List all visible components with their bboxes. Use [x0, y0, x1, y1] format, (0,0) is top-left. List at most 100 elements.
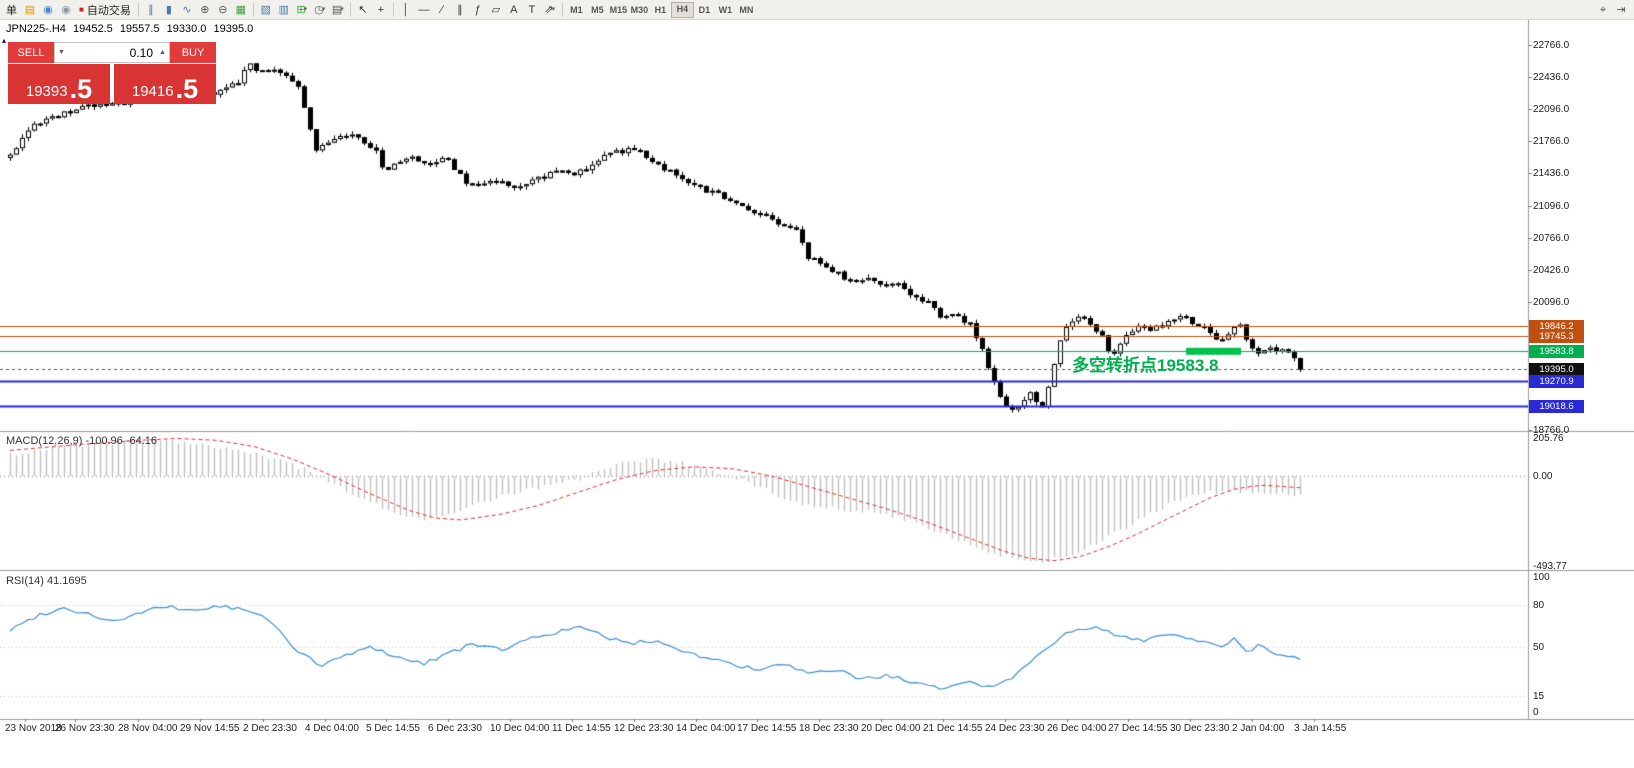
timeframe-button-m5[interactable]: M5 — [591, 4, 604, 15]
time-axis-label: 28 Nov 04:00 — [118, 723, 178, 734]
community-icon[interactable]: ◉ — [61, 3, 71, 16]
period-icon[interactable]: ◷ ▾ — [314, 3, 326, 16]
price-scale-label: 22096.0 — [1533, 104, 1570, 116]
time-axis-label: 2 Jan 04:00 — [1232, 723, 1285, 734]
rsi-scale-label: 50 — [1533, 642, 1545, 653]
templates-icon[interactable]: ▤ ▾ — [331, 3, 344, 16]
chevron-down-icon: ▾ — [551, 5, 556, 13]
timeframe-button-h1[interactable]: H1 — [654, 4, 667, 15]
price-scale-label: 18766.0 — [1533, 425, 1570, 436]
tile-windows-icon[interactable]: ▦ — [235, 3, 247, 16]
time-axis-label: 12 Dec 23:30 — [614, 723, 674, 734]
zoom-out-icon[interactable]: ⊖ — [218, 3, 228, 16]
timeframe-button-mn[interactable]: MN — [739, 4, 754, 15]
sell-button[interactable]: SELL — [8, 42, 54, 63]
time-axis-label: 6 Dec 23:30 — [428, 723, 482, 734]
buy-price-box[interactable]: 19416 .5 — [114, 64, 216, 104]
timeframe-button-m1[interactable]: M1 — [570, 4, 583, 15]
chevron-down-icon: ▾ — [303, 5, 308, 13]
time-axis-label: 29 Nov 14:55 — [180, 723, 240, 734]
autotrading-status-icon: ■ — [79, 5, 84, 14]
chevron-down-icon: ▾ — [321, 5, 326, 13]
price-scale-label: 20766.0 — [1533, 232, 1570, 244]
price-level-tag: 19270.9 — [1529, 375, 1584, 389]
toolbar-separator — [392, 2, 394, 17]
arrange-windows-icon[interactable]: ▧ — [260, 3, 272, 16]
rsi-scale-label: 100 — [1533, 572, 1550, 583]
candlestick-mode-icon[interactable]: ▮ — [165, 3, 172, 16]
macd-scale-label: 0.00 — [1533, 471, 1553, 482]
new-chart-icon[interactable]: ⊞ ▾ — [296, 3, 308, 16]
scroll-to-end-icon[interactable]: ⇥ — [1616, 4, 1626, 16]
turning-point-annotation: 多空转折点19583.8 — [1072, 356, 1219, 375]
time-axis-label: 3 Jan 14:55 — [1294, 723, 1347, 734]
new-order-button[interactable]: 单 — [6, 4, 17, 17]
macd-indicator-label: MACD(12,26,9) -100.96 -64.16 — [6, 435, 158, 447]
fibonacci-icon[interactable]: ƒ — [474, 3, 481, 16]
timeframe-button-d1[interactable]: D1 — [698, 4, 711, 15]
timeframe-button-m15[interactable]: M15 — [609, 4, 628, 15]
rsi-scale-label: 15 — [1533, 691, 1545, 702]
profile-icon[interactable]: ◉ — [43, 3, 53, 16]
time-axis-label: 27 Dec 14:55 — [1108, 723, 1168, 734]
line-chart-mode-icon[interactable]: ∿ — [182, 3, 192, 16]
ohlc-high: 19557.5 — [119, 23, 160, 35]
toolbar: 单 ▤ ◉ ◉ ■ 自动交易 ∥ ▮ ∿ ⊕ ⊖ ▦ ▧ ▥ ⊞ ▾ ◷ ▾ ▤ ▾ ↖ + │ — ∕ ∥ ƒ ▱ A T ⇗ ▾ M1 M5 M… — [0, 0, 1634, 20]
price-scale-label: 22766.0 — [1533, 40, 1570, 51]
time-axis-label: 24 Dec 23:30 — [985, 723, 1045, 734]
time-axis-label: 17 Dec 14:55 — [737, 723, 797, 734]
timeframe-button-h4[interactable]: H4 — [670, 1, 694, 18]
time-axis-label: 5 Dec 14:55 — [366, 723, 420, 734]
zoom-in-icon[interactable]: ⊕ — [200, 3, 210, 16]
cascade-windows-icon[interactable]: ▥ — [278, 3, 290, 16]
search-icon[interactable]: ⌖ — [1599, 4, 1607, 16]
vertical-line-icon[interactable]: │ — [402, 3, 410, 16]
text-icon[interactable]: A — [510, 3, 518, 16]
chart-symbol-period: JPN225-.H4 — [6, 23, 66, 35]
buy-button[interactable]: BUY — [170, 42, 216, 63]
horizontal-line-icon[interactable]: — — [418, 3, 430, 16]
price-scale-label: 21436.0 — [1533, 168, 1570, 179]
volume-down-arrow[interactable]: ▼ — [58, 49, 65, 56]
rsi-scale-label: 0 — [1533, 707, 1539, 718]
ohlc-low: 19330.0 — [166, 23, 207, 35]
ohlc-title: JPN225-.H4 19452.5 19557.5 19330.0 19395… — [6, 23, 257, 35]
price-level-tag: 19018.6 — [1529, 399, 1584, 413]
time-axis-label: 14 Dec 04:00 — [676, 723, 736, 734]
channel-icon[interactable]: ∥ — [457, 3, 463, 16]
volume-up-arrow[interactable]: ▲ — [159, 49, 166, 56]
shapes-icon[interactable]: ▱ — [491, 3, 501, 16]
crosshair-icon[interactable]: + — [377, 3, 385, 16]
one-click-collapse-arrow[interactable]: ▴ — [2, 36, 7, 45]
toolbar-separator — [561, 2, 563, 17]
time-axis-label: 11 Dec 14:55 — [552, 723, 611, 734]
ohlc-open: 19452.5 — [72, 23, 113, 35]
price-level-tag: 19745.3 — [1529, 329, 1584, 343]
rsi-scale-label: 80 — [1533, 600, 1545, 611]
price-level-tag: 19395.0 — [1529, 363, 1584, 377]
text-label-icon[interactable]: T — [528, 3, 536, 16]
macd-scale-label: 205.76 — [1533, 433, 1564, 445]
time-axis-label: 4 Dec 04:00 — [305, 723, 359, 734]
time-axis-label: 21 Dec 14:55 — [923, 723, 983, 734]
bar-chart-mode-icon[interactable]: ∥ — [148, 3, 154, 16]
arrows-tool-icon[interactable]: ⇗ ▾ — [544, 3, 556, 16]
cursor-icon[interactable]: ↖ — [358, 3, 368, 16]
toolbar-separator — [137, 2, 139, 17]
price-scale-label: 20426.0 — [1533, 265, 1570, 277]
autotrading-button[interactable]: ■ 自动交易 — [75, 2, 135, 18]
trendline-icon[interactable]: ∕ — [440, 3, 443, 16]
volume-value[interactable]: 0.10 — [129, 45, 153, 60]
chevron-down-icon: ▾ — [340, 5, 344, 13]
timeframe-button-w1[interactable]: W1 — [718, 4, 733, 15]
one-click-trading-panel: SELL ▼ 0.10 ▲ BUY 19393 .5 19416 .5 — [8, 42, 216, 104]
buy-price-frac: .5 — [175, 74, 199, 105]
time-axis-label: 30 Dec 23:30 — [1170, 723, 1230, 734]
sell-price-box[interactable]: 19393 .5 — [8, 64, 110, 104]
time-axis-label: 20 Dec 04:00 — [861, 723, 921, 734]
timeframe-button-m30[interactable]: M30 — [630, 4, 649, 15]
chart-window-icon[interactable]: ▤ — [24, 3, 36, 16]
time-axis-label: 23 Nov 2018 — [5, 723, 62, 734]
time-axis-label: 26 Dec 04:00 — [1047, 723, 1107, 734]
